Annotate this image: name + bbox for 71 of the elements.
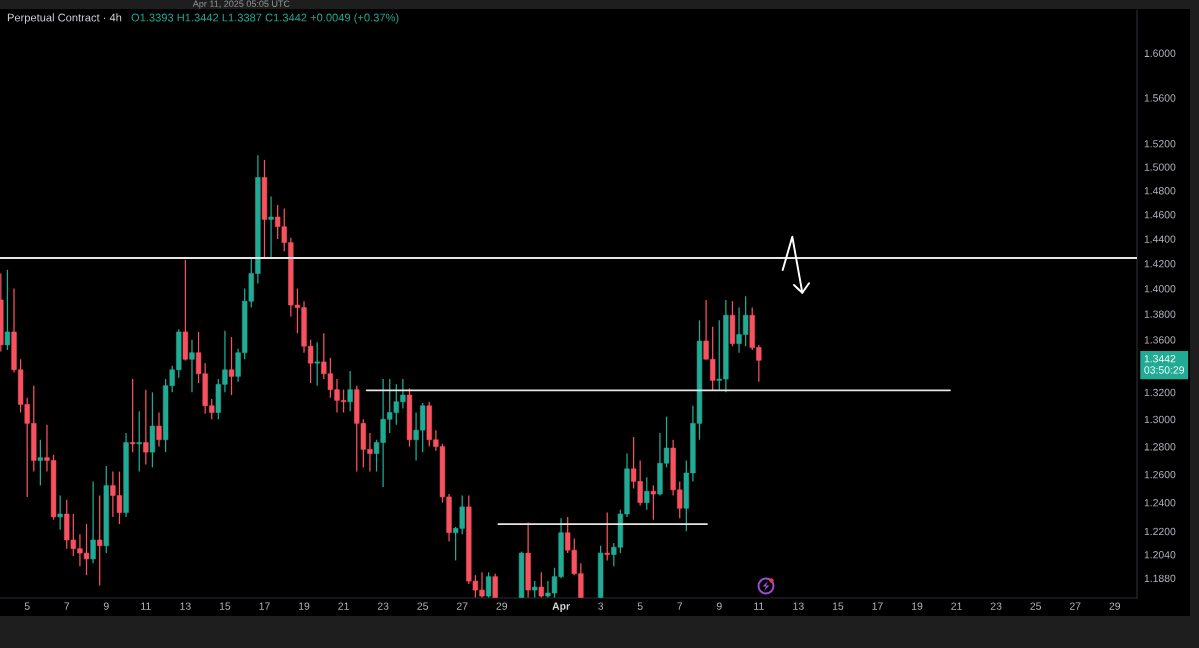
x-tick-label: 27 [1069, 602, 1081, 610]
y-tick-label: 1.6000 [1144, 49, 1176, 57]
candlestick [347, 370, 353, 412]
x-tick-label: 19 [912, 602, 923, 610]
x-tick-label: 21 [338, 602, 349, 610]
candlestick [130, 378, 136, 453]
x-tick-label: 15 [219, 602, 231, 610]
y-tick-label: 1.2600 [1144, 470, 1176, 479]
x-tick-label: 25 [417, 602, 429, 610]
x-tick-label: 17 [872, 602, 883, 610]
candlestick [650, 484, 657, 521]
y-tick-label: 1.5200 [1144, 140, 1176, 148]
y-tick-label: 1.4400 [1144, 235, 1176, 243]
y-tick-label: 1.1880 [1144, 574, 1176, 583]
y-tick-label: 1.4600 [1144, 211, 1176, 219]
candlestick [37, 439, 44, 487]
candlestick [538, 571, 544, 598]
candlestick [97, 494, 103, 587]
candlestick [492, 573, 498, 598]
x-tick-label: 23 [377, 602, 389, 610]
candlestick [604, 511, 610, 562]
x-tick-label: 5 [24, 602, 30, 610]
chart-title: Perpetual Contract · 4h [7, 13, 122, 24]
x-tick-label: 5 [637, 602, 643, 610]
y-tick-label: 1.2400 [1144, 499, 1176, 507]
x-tick-label: 13 [793, 602, 804, 610]
y-tick-label: 1.2800 [1144, 443, 1176, 451]
text: 1.3442 03:50:29 [1144, 355, 1184, 374]
candlestick [268, 195, 274, 259]
candlestick [644, 476, 650, 511]
y-tick-label: 1.3800 [1144, 310, 1176, 318]
x-tick-label: 11 [141, 602, 151, 610]
x-tick-label: 11 [754, 602, 764, 610]
x-tick-label: 15 [832, 602, 844, 610]
candlestick [189, 339, 195, 393]
x-tick-label: 13 [180, 602, 191, 610]
candlestick [57, 494, 63, 531]
x-tick-label: 21 [951, 602, 962, 610]
x-tick-label: 17 [259, 602, 270, 610]
candlestick [314, 341, 320, 387]
x-tick-label: 27 [456, 602, 468, 610]
candlestick [90, 480, 96, 564]
x-tick-label: 7 [64, 602, 70, 610]
y-tick-label: 1.4200 [1144, 260, 1176, 268]
candlestick [156, 411, 162, 448]
x-tick-label: 29 [1109, 602, 1121, 610]
x-tick-label: 9 [716, 602, 722, 610]
x-tick-label: 25 [1030, 602, 1042, 610]
y-tick-label: 1.5600 [1144, 94, 1176, 102]
x-tick-label: 29 [496, 602, 508, 610]
x-tick-label: 23 [990, 602, 1002, 610]
x-tick-label: 7 [677, 602, 683, 610]
x-tick-label: Apr [552, 602, 570, 612]
text: Apr 11, 2025 05:05 UTC [192, 0, 290, 9]
y-tick-label: 1.4000 [1144, 285, 1176, 293]
y-tick-label: 1.2040 [1144, 551, 1176, 559]
candlestick [4, 269, 11, 351]
x-tick-label: 3 [598, 602, 604, 610]
candlestick [136, 410, 142, 473]
candlestick [143, 389, 149, 466]
y-tick-label: 1.2200 [1144, 527, 1176, 536]
y-tick-label: 1.5000 [1144, 163, 1176, 171]
y-tick-label: 1.3000 [1144, 415, 1176, 424]
candlestick [228, 336, 235, 396]
y-tick-label: 1.3600 [1144, 336, 1176, 344]
y-tick-label: 1.4800 [1144, 187, 1176, 195]
chart-subtitle: O1.3393 H1.3442 L1.3387 C1.3442 +0.0049 (+0.37%) [131, 13, 399, 24]
x-tick-label: 19 [299, 602, 310, 610]
candlestick [485, 571, 492, 598]
y-tick-label: 1.3200 [1144, 388, 1176, 397]
x-tick-label: 9 [103, 602, 109, 610]
